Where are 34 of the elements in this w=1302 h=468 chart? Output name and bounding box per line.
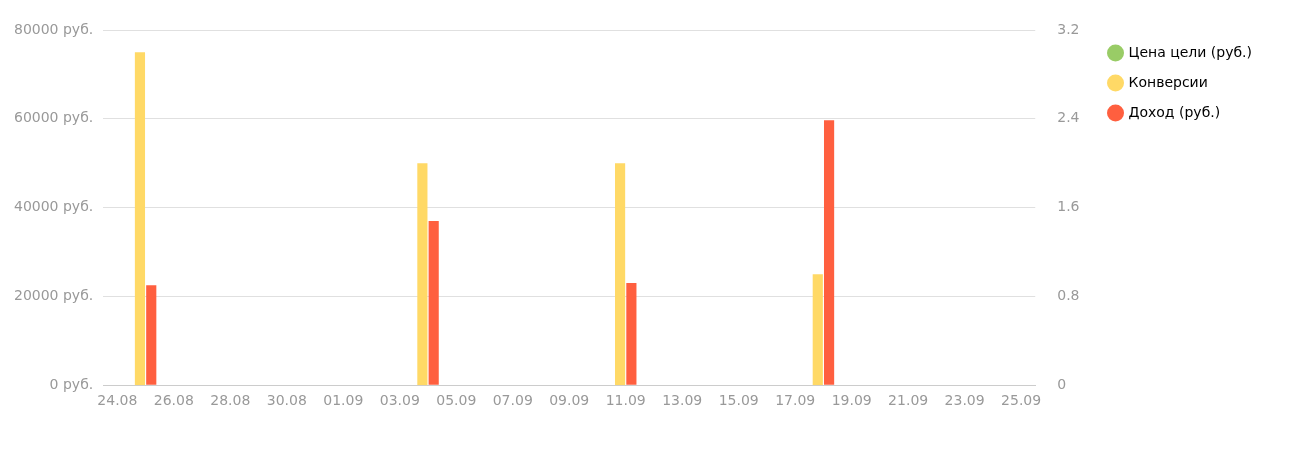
x-tick-label: 01.09 [323,392,364,409]
legend-label: Доход (руб.) [1128,103,1221,120]
x-tick-label: 17.09 [775,392,816,409]
x-tick-label: 19.09 [831,392,872,409]
x-tick-label: 28.08 [210,392,251,409]
y2-tick-label: 3.2 [1057,20,1080,37]
x-tick-label: 13.09 [662,392,703,409]
x-tick-label: 21.09 [888,392,929,409]
x-tick-label: 24.08 [97,392,138,409]
x-tick-label: 11.09 [605,392,646,409]
y2-tick-label: 2.4 [1057,109,1080,126]
legend-label: Конверсии [1128,73,1208,90]
y-tick-label: 60000 руб. [13,109,94,126]
x-tick-label: 07.09 [492,392,533,409]
bar [134,52,146,386]
x-tick-label: 09.09 [549,392,590,409]
y-tick-label: 80000 руб. [13,20,94,37]
y-tick-label: 20000 руб. [13,287,94,304]
x-tick-label: 23.09 [944,392,985,409]
legend-label: Цена цели (руб.) [1128,43,1252,60]
bar [146,285,157,385]
x-tick-label: 25.09 [1001,392,1042,409]
bar [824,120,835,385]
y2-tick-label: 1.6 [1057,198,1080,215]
y2-tick-label: 0.8 [1057,287,1080,304]
y-tick-label: 0 руб. [49,375,94,392]
x-tick-label: 15.09 [718,392,759,409]
y2-tick-label: 0 [1057,375,1067,392]
bar [615,163,626,386]
x-tick-label: 05.09 [436,392,477,409]
x-tick-label: 03.09 [379,392,420,409]
y-tick-label: 40000 руб. [13,198,94,215]
x-tick-label: 26.08 [153,392,194,409]
x-tick-label: 30.08 [266,392,307,409]
